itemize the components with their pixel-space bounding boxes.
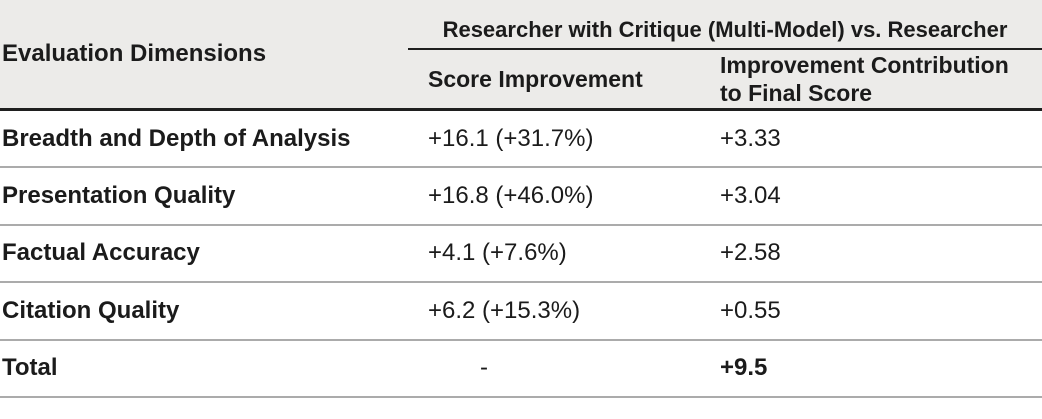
score-improvement-cell: +16.8 (+46.0%) bbox=[428, 182, 594, 210]
table-body: Breadth and Depth of Analysis +16.1 (+31… bbox=[0, 111, 1042, 398]
score-improvement-cell: +6.2 (+15.3%) bbox=[428, 296, 581, 324]
table-header: Evaluation Dimensions Researcher with Cr… bbox=[0, 0, 1042, 111]
table-row: Breadth and Depth of Analysis +16.1 (+31… bbox=[0, 111, 1042, 169]
dimension-cell: Breadth and Depth of Analysis bbox=[2, 124, 351, 152]
table-row: Presentation Quality +16.8 (+46.0%) +3.0… bbox=[0, 168, 1042, 226]
contribution-cell: +3.04 bbox=[720, 182, 781, 210]
score-improvement-cell: - bbox=[480, 354, 488, 382]
group-header-researcher-comparison: Researcher with Critique (Multi-Model) v… bbox=[408, 0, 1042, 50]
contribution-cell: +0.55 bbox=[720, 296, 781, 324]
score-improvement-cell: +16.1 (+31.7%) bbox=[428, 124, 594, 152]
sub-headers-row: Score Improvement Improvement Contributi… bbox=[408, 50, 1042, 108]
evaluation-dimensions-label: Evaluation Dimensions bbox=[2, 40, 267, 67]
column-header-evaluation-dimensions: Evaluation Dimensions bbox=[0, 0, 408, 108]
table-row-total: Total - +9.5 bbox=[0, 341, 1042, 398]
column-header-score-improvement: Score Improvement bbox=[428, 65, 643, 92]
dimension-cell: Factual Accuracy bbox=[2, 239, 200, 267]
comparison-columns-group: Researcher with Critique (Multi-Model) v… bbox=[408, 0, 1042, 108]
dimension-cell: Presentation Quality bbox=[2, 182, 236, 210]
dimension-cell: Citation Quality bbox=[2, 296, 180, 324]
column-header-improvement-contribution: Improvement Contribution to Final Score bbox=[720, 51, 1009, 106]
contribution-cell: +9.5 bbox=[720, 354, 768, 382]
table-row: Citation Quality +6.2 (+15.3%) +0.55 bbox=[0, 283, 1042, 341]
table-row: Factual Accuracy +4.1 (+7.6%) +2.58 bbox=[0, 226, 1042, 284]
group-header-label: Researcher with Critique (Multi-Model) v… bbox=[442, 17, 1008, 42]
dimension-cell: Total bbox=[2, 354, 58, 382]
score-improvement-cell: +4.1 (+7.6%) bbox=[428, 239, 567, 267]
contribution-cell: +3.33 bbox=[720, 124, 781, 152]
contribution-cell: +2.58 bbox=[720, 239, 781, 267]
